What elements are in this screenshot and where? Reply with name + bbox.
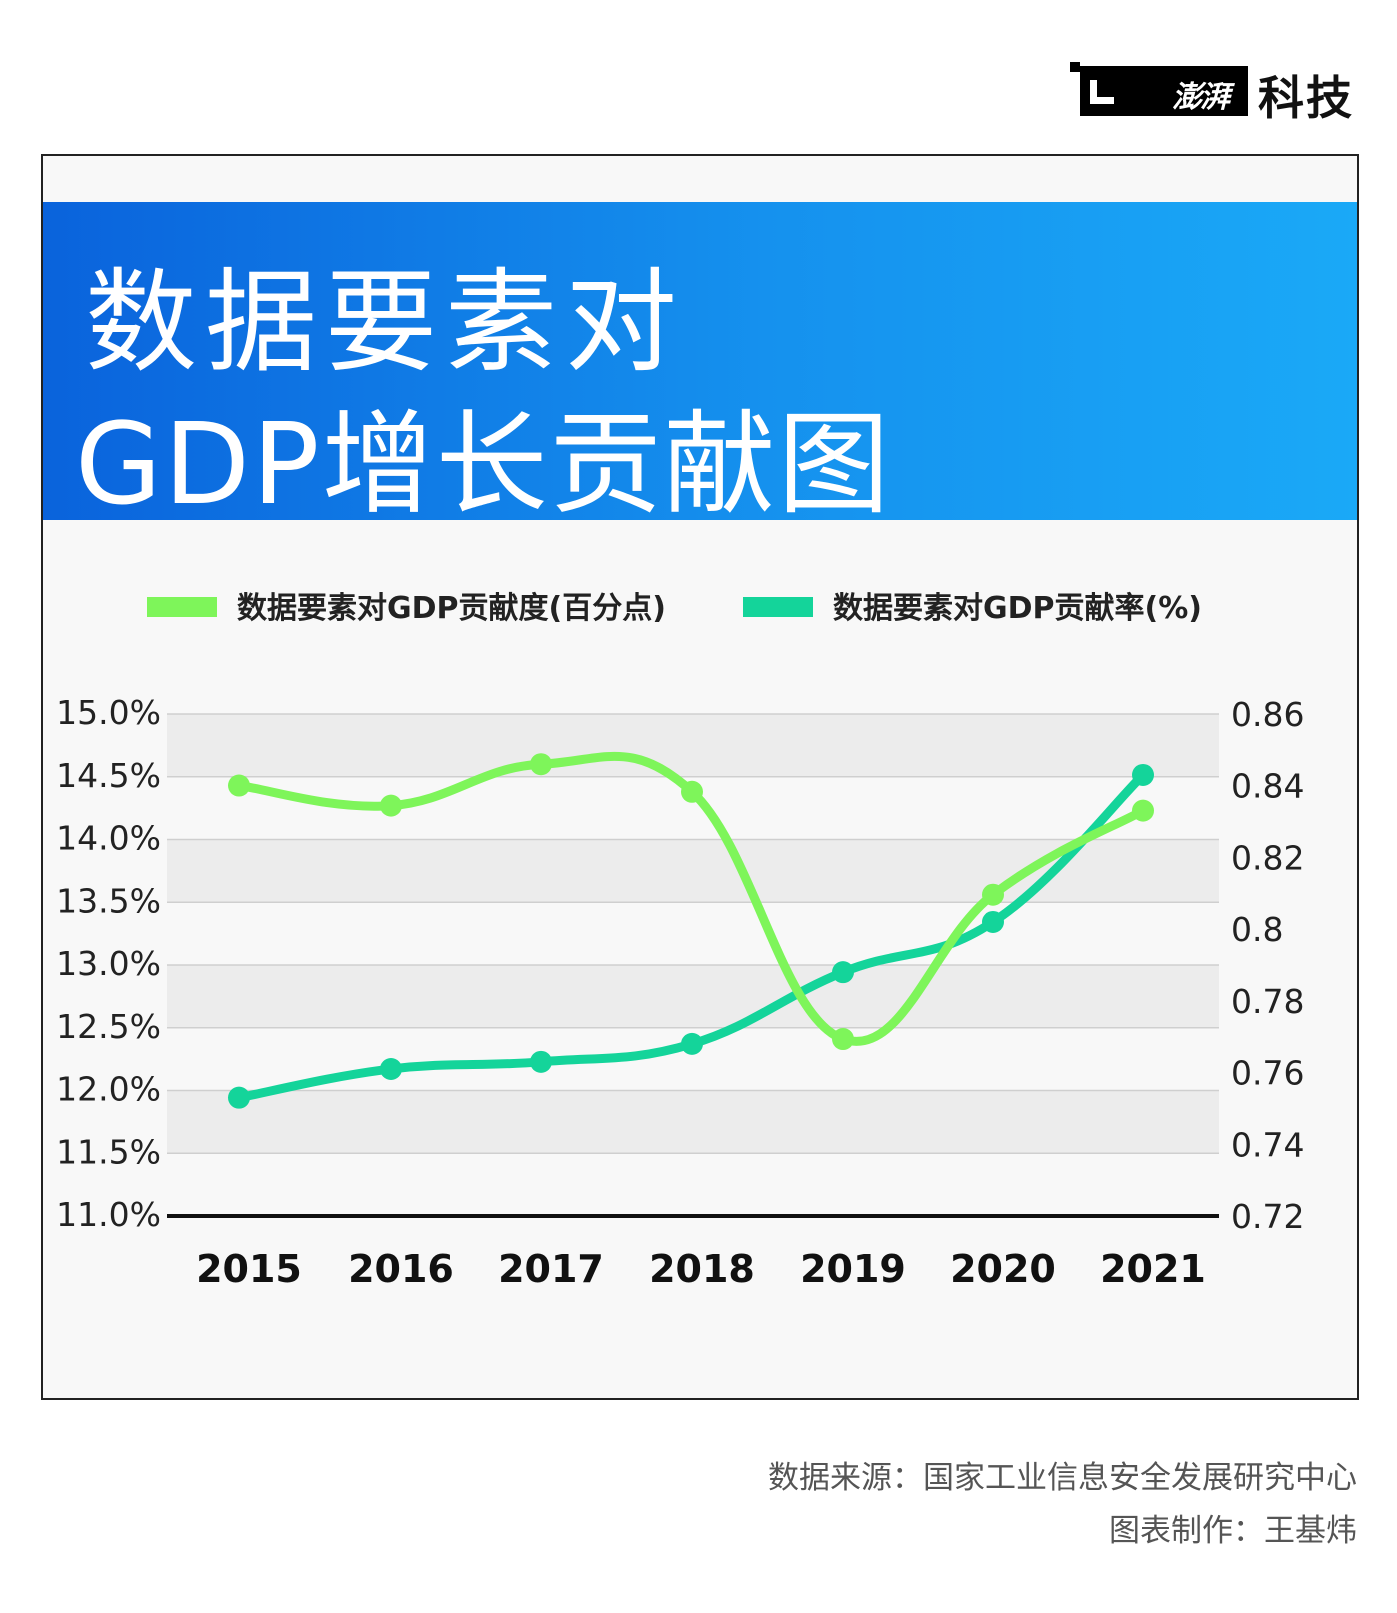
x-tick-label: 2015 (196, 1247, 302, 1291)
y-left-tick-label: 12.0% (56, 1070, 161, 1109)
y-right-tick-label: 0.86 (1231, 695, 1304, 734)
chart-card: 数据要素对 GDP增长贡献图 15.0% 14.5% 14.0% 13.5% 13.0%… (41, 154, 1359, 1400)
grid-band (167, 839, 1219, 903)
x-tick-label: 2020 (950, 1247, 1056, 1291)
y-left-tick-label: 12.5% (56, 1007, 161, 1046)
y-right-tick-label: 0.84 (1231, 767, 1304, 806)
data-point-2 (380, 1057, 402, 1080)
y-right-tick-label: 0.82 (1231, 838, 1304, 877)
grid-band (167, 1153, 1219, 1216)
y-left-tick-label: 13.0% (56, 944, 161, 983)
y-right-tick-label: 0.74 (1231, 1125, 1304, 1164)
y-left-tick-label: 13.5% (56, 881, 161, 920)
data-point-2 (982, 910, 1004, 933)
grid-band (167, 1090, 1219, 1154)
grid-band (167, 714, 1219, 777)
y-left-tick-label: 14.5% (56, 756, 161, 795)
data-source: 数据来源：国家工业信息安全发展研究中心 (768, 1460, 1357, 1496)
grid-band (167, 965, 1219, 1028)
x-tick-label: 2016 (348, 1247, 454, 1291)
legend-swatch-2 (743, 597, 813, 617)
logo-mark: 澎湃 (1070, 62, 1248, 116)
data-point-1 (982, 883, 1004, 906)
logo-text: 澎湃 (1172, 80, 1230, 115)
legend-swatch-1 (147, 597, 217, 617)
data-point-2 (228, 1086, 250, 1109)
data-point-2 (681, 1032, 703, 1055)
brand-logo: 澎湃 科技 (1070, 56, 1360, 125)
chart-title-line2: GDP增长贡献图 (75, 400, 892, 530)
grid-band (167, 902, 1219, 965)
x-tick-label: 2019 (800, 1247, 906, 1291)
y-left-tick-label: 15.0% (56, 693, 161, 732)
data-point-1 (380, 794, 402, 817)
legend-label-1: 数据要素对GDP贡献度(百分点) (237, 591, 666, 626)
legend-label-2: 数据要素对GDP贡献率(%) (833, 591, 1202, 626)
x-tick-label: 2017 (498, 1247, 604, 1291)
data-point-2 (530, 1050, 552, 1073)
data-point-1 (1132, 799, 1154, 822)
brand-name: 科技 (1258, 71, 1354, 125)
y-right-tick-label: 0.72 (1231, 1197, 1304, 1236)
data-point-2 (1132, 763, 1154, 786)
data-point-1 (681, 780, 703, 803)
y-right-tick-label: 0.76 (1231, 1054, 1304, 1093)
chart-author: 图表制作：王基炜 (1109, 1513, 1357, 1549)
data-point-2 (832, 961, 854, 984)
y-left-tick-label: 11.5% (56, 1132, 161, 1171)
y-right-tick-label: 0.8 (1231, 910, 1283, 949)
data-point-1 (530, 753, 552, 776)
chart-title-line1: 数据要素对 (85, 258, 685, 388)
x-tick-label: 2018 (649, 1247, 755, 1291)
data-point-1 (832, 1028, 854, 1051)
title-banner: 数据要素对 GDP增长贡献图 (43, 202, 1357, 530)
line-chart: 15.0% 14.5% 14.0% 13.5% 13.0% 12.5% 12.0% 11.5%… (56, 591, 1304, 1291)
y-left-tick-label: 14.0% (56, 819, 161, 858)
y-left-tick-label: 11.0% (56, 1195, 161, 1234)
x-tick-label: 2021 (1100, 1247, 1206, 1291)
data-point-1 (228, 774, 250, 797)
y-right-tick-label: 0.78 (1231, 982, 1304, 1021)
